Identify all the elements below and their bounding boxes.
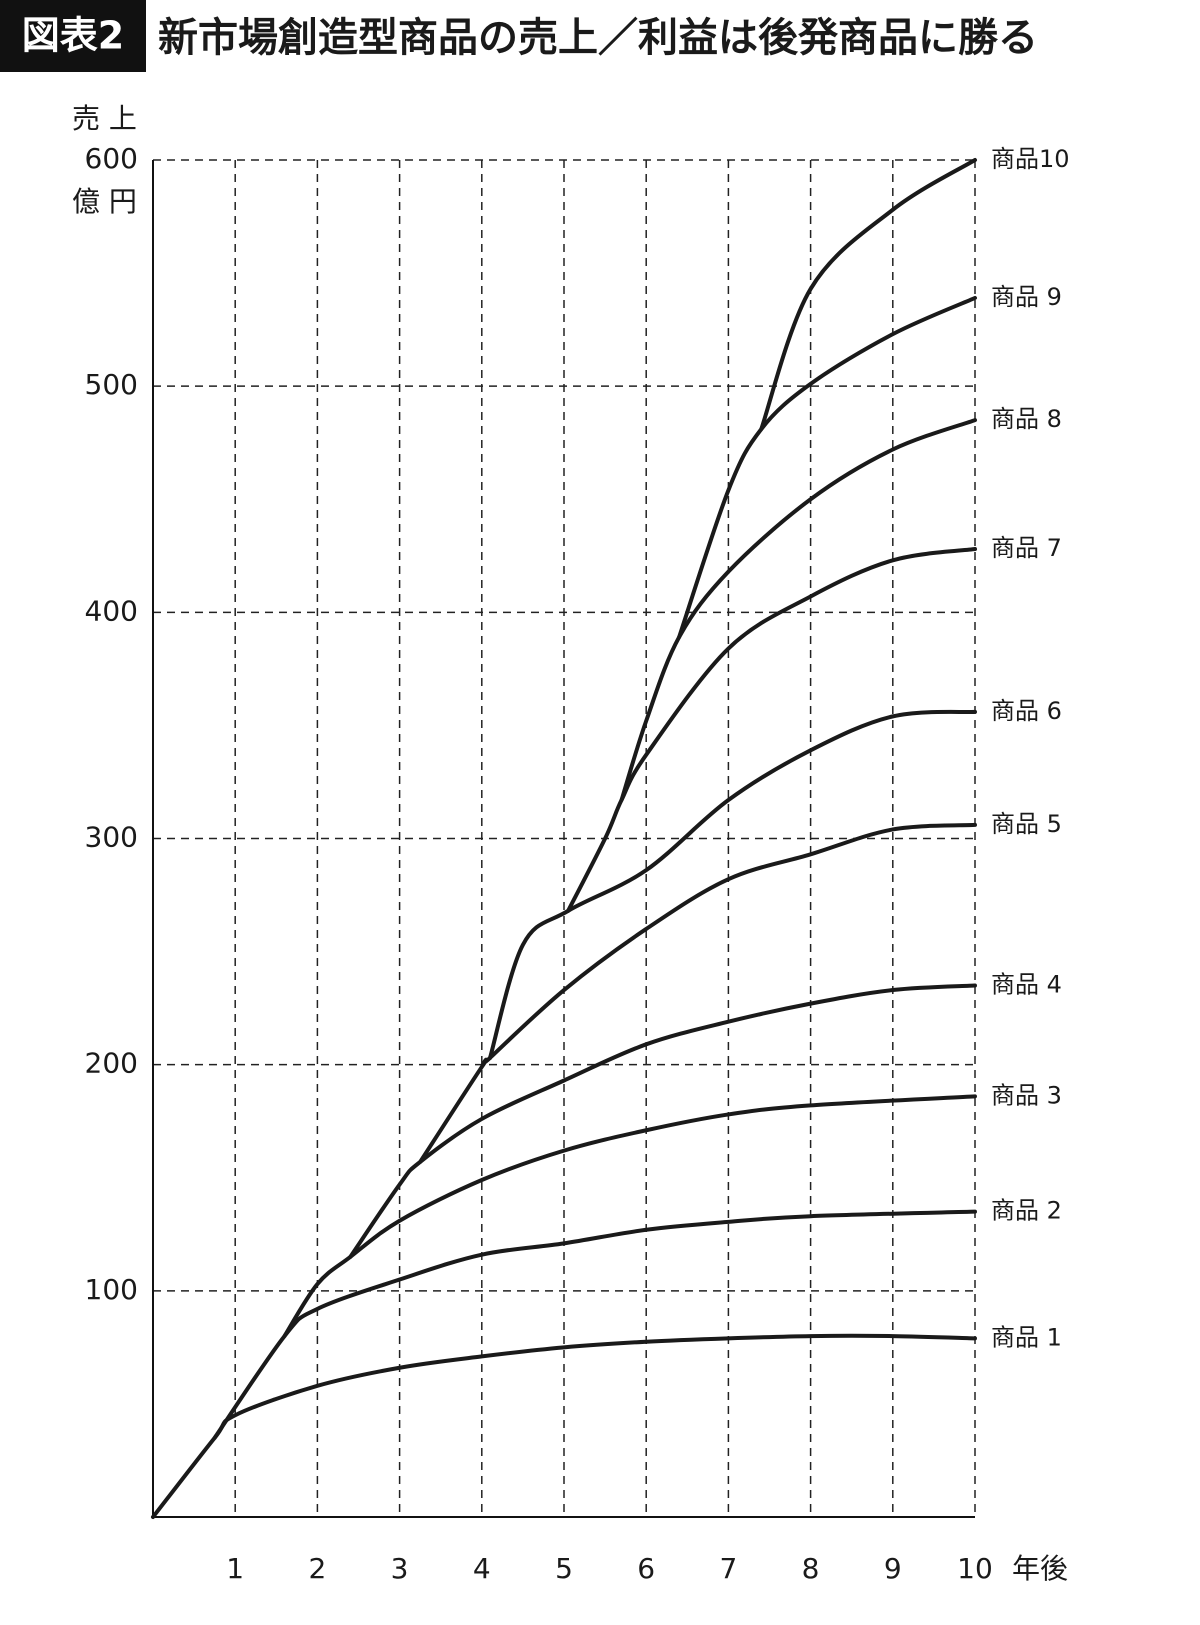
y-tick-label: 300 [85, 821, 138, 854]
series-label: 商品 7 [991, 534, 1062, 562]
series-line [282, 1094, 977, 1339]
x-tick-label: 7 [719, 1552, 737, 1585]
series-line [677, 295, 977, 640]
series-line [759, 158, 977, 432]
series-line [418, 822, 977, 1164]
series-label: 商品 9 [991, 283, 1062, 311]
series-line [488, 709, 977, 1060]
y-axis-label: 売 上 [72, 102, 137, 135]
series-label: 商品10 [991, 145, 1070, 173]
x-tick-label: 4 [473, 1552, 491, 1585]
y-tick-label: 100 [85, 1273, 138, 1306]
series-label: 商品 3 [991, 1081, 1062, 1109]
y-axis-unit: 億 円 [72, 185, 137, 218]
x-tick-label: 5 [555, 1552, 573, 1585]
series-label: 商品 5 [991, 810, 1062, 838]
x-tick-label: 10 [957, 1552, 993, 1585]
x-tick-label: 9 [884, 1552, 902, 1585]
badge: 図表2 [22, 14, 124, 58]
series-label: 商品 1 [991, 1323, 1062, 1351]
y-tick-label: 200 [85, 1047, 138, 1080]
series-line [566, 547, 977, 913]
series-line [619, 418, 977, 803]
x-tick-label: 2 [308, 1552, 326, 1585]
y-tick-label: 500 [85, 368, 138, 401]
badge-box [0, 0, 146, 72]
x-tick-label: 6 [637, 1552, 655, 1585]
x-tick-label: 1 [226, 1552, 244, 1585]
series-label: 商品 4 [991, 971, 1062, 999]
chart-title: 新市場創造型商品の売上／利益は後発商品に勝る [158, 15, 1038, 61]
series-label: 商品 2 [991, 1197, 1062, 1225]
x-tick-label: 8 [802, 1552, 820, 1585]
x-axis-label: 年後 [1012, 1552, 1068, 1585]
series-label: 商品 8 [991, 405, 1062, 433]
x-tick-label: 3 [391, 1552, 409, 1585]
y-tick-label: 400 [85, 594, 138, 627]
series-line [151, 1333, 977, 1519]
y-tick-label: 600 [85, 142, 138, 175]
series-line [212, 1209, 977, 1440]
series-line [348, 983, 977, 1259]
series-label: 商品 6 [991, 697, 1062, 725]
